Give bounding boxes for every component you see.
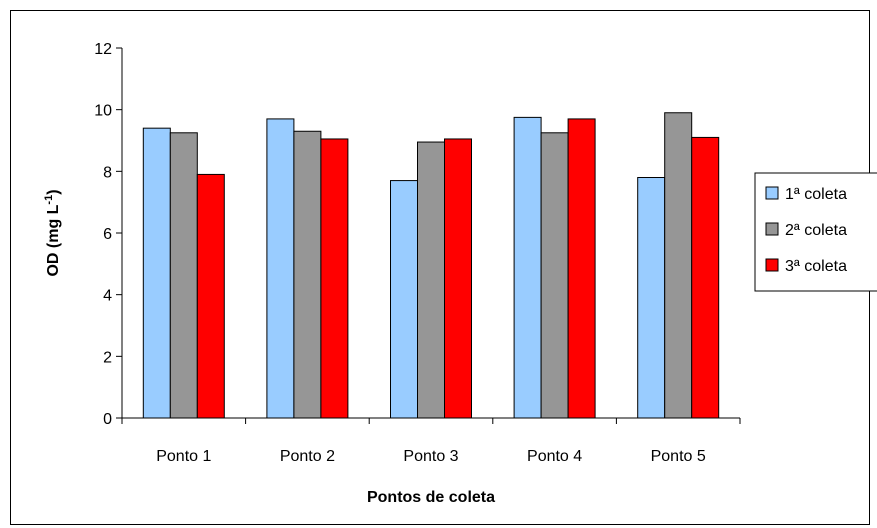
bar-series-3-ponto-1 [196, 173, 225, 419]
y-tick-label: 2 [103, 349, 112, 366]
y-axis-title-superscript: -1 [43, 195, 55, 205]
y-tick-label: 6 [103, 226, 112, 243]
bar-series-2-ponto-1 [169, 132, 198, 419]
bar-series-2-ponto-4 [540, 132, 569, 419]
legend-swatch [765, 258, 779, 272]
x-axis: Ponto 1 Ponto 2 Ponto 3 Ponto 4 Ponto 5 [121, 417, 741, 465]
bars [142, 112, 720, 419]
legend-label: 2ª coleta [785, 222, 847, 239]
legend-swatch [765, 186, 779, 200]
y-tick-label: 4 [103, 288, 112, 305]
bar-series-3-ponto-4 [567, 118, 596, 419]
bar-series-1-ponto-1 [142, 127, 171, 419]
bar-series-3-ponto-2 [320, 138, 349, 419]
bar-series-1-ponto-5 [637, 177, 666, 419]
x-tick-label: Ponto 4 [527, 448, 582, 465]
x-tick-label: Ponto 3 [403, 448, 458, 465]
bar-series-3-ponto-5 [691, 136, 720, 419]
x-tick-label: Ponto 2 [280, 448, 335, 465]
y-axis-title-close: ) [45, 189, 62, 194]
legend-label: 3ª coleta [785, 258, 847, 275]
y-axis-title: OD (mg L-1) [43, 189, 62, 276]
x-axis-title: Pontos de coleta [367, 489, 495, 506]
y-tick-label: 8 [103, 164, 112, 181]
y-tick-label: 12 [94, 41, 112, 58]
bar-series-2-ponto-2 [293, 130, 322, 419]
bar-series-1-ponto-4 [513, 116, 542, 419]
y-tick-label: 0 [103, 411, 112, 428]
bar-series-2-ponto-3 [417, 141, 445, 419]
y-axis-title-main: OD (mg L [45, 204, 62, 276]
legend: 1ª coleta 2ª coleta 3ª coleta [754, 172, 877, 292]
y-axis: 0 2 4 6 8 10 12 [94, 41, 123, 428]
x-tick-label: Ponto 5 [651, 448, 706, 465]
y-tick-label: 10 [94, 103, 112, 120]
x-tick-label: Ponto 1 [156, 448, 211, 465]
legend-label: 1ª coleta [785, 186, 847, 203]
bar-series-1-ponto-3 [390, 180, 418, 419]
bar-series-3-ponto-3 [444, 138, 472, 419]
bar-series-2-ponto-5 [664, 112, 693, 419]
legend-swatch [765, 222, 779, 236]
bar-series-1-ponto-2 [266, 118, 295, 419]
